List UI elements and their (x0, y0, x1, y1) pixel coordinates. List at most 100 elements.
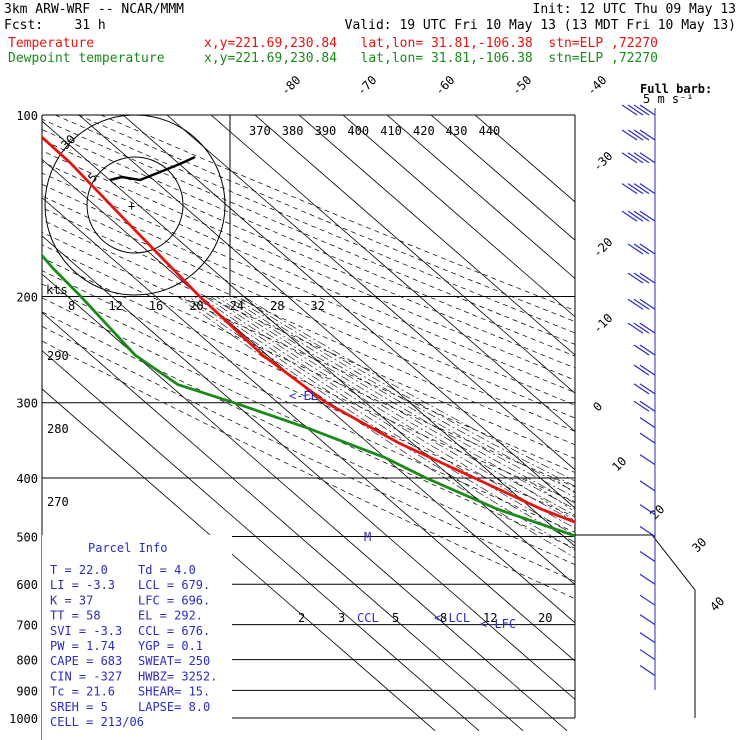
wind-barb-flag (639, 649, 656, 661)
wind-barb-icon (639, 504, 656, 516)
theta-tick-label: 430 (446, 124, 468, 138)
moist-adiabat-line (238, 296, 575, 487)
isotherm-line (254, 115, 575, 394)
wind-barb-flag (621, 104, 638, 116)
wind-barb-flag (627, 183, 644, 195)
wind-barb-icon (627, 298, 656, 310)
pressure-tick-label: 200 (16, 291, 38, 305)
isotherm-tick-label: -70 (354, 73, 379, 98)
wind-barb-flag (639, 152, 656, 164)
isotherm-tick-label: -60 (432, 73, 457, 98)
pressure-tick-label: 800 (16, 654, 38, 668)
wind-barb-icon (633, 344, 656, 356)
moist-adiabat-line (199, 296, 575, 529)
dewpoint-profile-line (42, 253, 575, 538)
wind-barb-flag (639, 504, 656, 516)
wind-barb-flag (639, 664, 656, 676)
mixing-ratio-line (510, 477, 575, 522)
parcel-row-left: K = 37 (50, 593, 93, 607)
wind-barb-flag (639, 344, 656, 356)
theta-tick-label: 390 (315, 124, 337, 138)
wind-barb-flag (633, 152, 650, 164)
parcel-row-right: CCL = 676. (138, 624, 210, 638)
temperature-profile-line (42, 135, 575, 524)
mixing-ratio-label: 24 (230, 299, 244, 313)
dry-adiabat-line (42, 195, 575, 432)
wind-barb-flag (633, 322, 650, 334)
wind-barb-flag (639, 243, 656, 255)
dry-adiabat-line (42, 325, 575, 582)
lfc-marker-label: <-LFC (480, 617, 516, 631)
wind-barb-icon (639, 454, 656, 466)
parcel-info-panel: Parcel Info T = 22.0 Td = 4.0 LI = -3.3 LCL … (42, 535, 232, 740)
wind-barb-flag (627, 243, 644, 255)
parcel-row-right: LCL = 679. (138, 578, 210, 592)
plus-icon: + (128, 199, 135, 213)
parcel-row-left: LI = -3.3 (50, 578, 115, 592)
isotherm-line (210, 115, 575, 433)
parcel-row-right: SWEAT= 250 (138, 654, 210, 668)
wind-barb-icon (633, 364, 656, 376)
parcel-panel-bg (42, 535, 232, 740)
isotherm-line (298, 115, 575, 356)
isotherm-line (42, 311, 524, 732)
parcel-row-left: PW = 1.74 (50, 639, 115, 653)
parcel-row-right: SHEAR= 15. (138, 685, 210, 699)
theta-tick-label: 270 (47, 495, 69, 509)
theta-tick-label: 280 (47, 422, 69, 436)
dry-adiabat-line (42, 283, 575, 533)
isotherm-line (42, 197, 575, 662)
hodograph-ring (86, 156, 184, 254)
valid-time: Valid: 19 UTC Fri 10 May 13 (13 MDT Fri … (344, 18, 736, 33)
wind-barb-flag (639, 594, 656, 606)
wind-barb-flag (627, 152, 644, 164)
wind-barb-flag (639, 400, 656, 412)
mixing-ratio-label: 3 (338, 611, 345, 625)
wind-barb-flag (633, 383, 650, 395)
wind-barb-icon (639, 417, 656, 429)
mixing-ratio-line (552, 477, 575, 494)
isotherm-tick-label: -30 (590, 149, 615, 174)
parcel-row-left: Tc = 21.6 (50, 685, 115, 699)
wind-barb-flag (627, 272, 644, 284)
parcel-row-right: LAPSE= 8.0 (138, 700, 210, 714)
moist-adiabat-line (221, 296, 575, 504)
dry-adiabat-line (42, 340, 575, 600)
m-marker-label: M (364, 530, 371, 544)
hodograph-trace (109, 155, 196, 182)
wind-barb-icon (639, 594, 656, 606)
parcel-row-right: EL = 292. (138, 609, 203, 623)
isotherm-line (342, 115, 575, 318)
theta-tick-label: 370 (249, 124, 271, 138)
wind-barb-flag (639, 104, 656, 116)
wind-barb-flag (639, 432, 656, 444)
wind-barb-flag (621, 152, 638, 164)
parcel-row-right: HWBZ= 3252. (138, 669, 217, 683)
parcel-row-right: LFC = 696. (138, 593, 210, 607)
isotherm-line (42, 235, 575, 700)
temperature-info: x,y=221.69,230.84 lat,lon= 31.81,-106.38… (204, 36, 658, 51)
wind-barb-icon (639, 632, 656, 644)
pressure-tick-label: 500 (16, 530, 38, 544)
isotherm-tick-label: -80 (278, 73, 303, 98)
isotherm-tick-label: -20 (590, 235, 615, 260)
wind-barb-flag (627, 298, 644, 310)
moist-adiabat-line (205, 296, 575, 522)
wind-barb-icon (627, 243, 656, 255)
wind-barb-icon (639, 432, 656, 444)
theta-tick-label: 400 (347, 124, 369, 138)
parcel-title: Parcel Info (88, 541, 167, 555)
wind-barb-icon (621, 183, 656, 195)
wind-barb-flag (639, 417, 656, 429)
mixing-ratio-label: 12 (483, 611, 497, 625)
wind-barb-flag (639, 210, 656, 222)
wind-barb-flag (633, 400, 650, 412)
wind-barb-column (621, 104, 656, 690)
wind-barb-flag (639, 573, 656, 585)
wind-barb-flag (621, 183, 638, 195)
wind-barb-flag (633, 104, 650, 116)
wind-barb-icon (639, 550, 656, 562)
isotherm-line (78, 115, 575, 547)
isotherm-line (430, 115, 575, 241)
parcel-row-left: T = 22.0 (50, 563, 108, 577)
